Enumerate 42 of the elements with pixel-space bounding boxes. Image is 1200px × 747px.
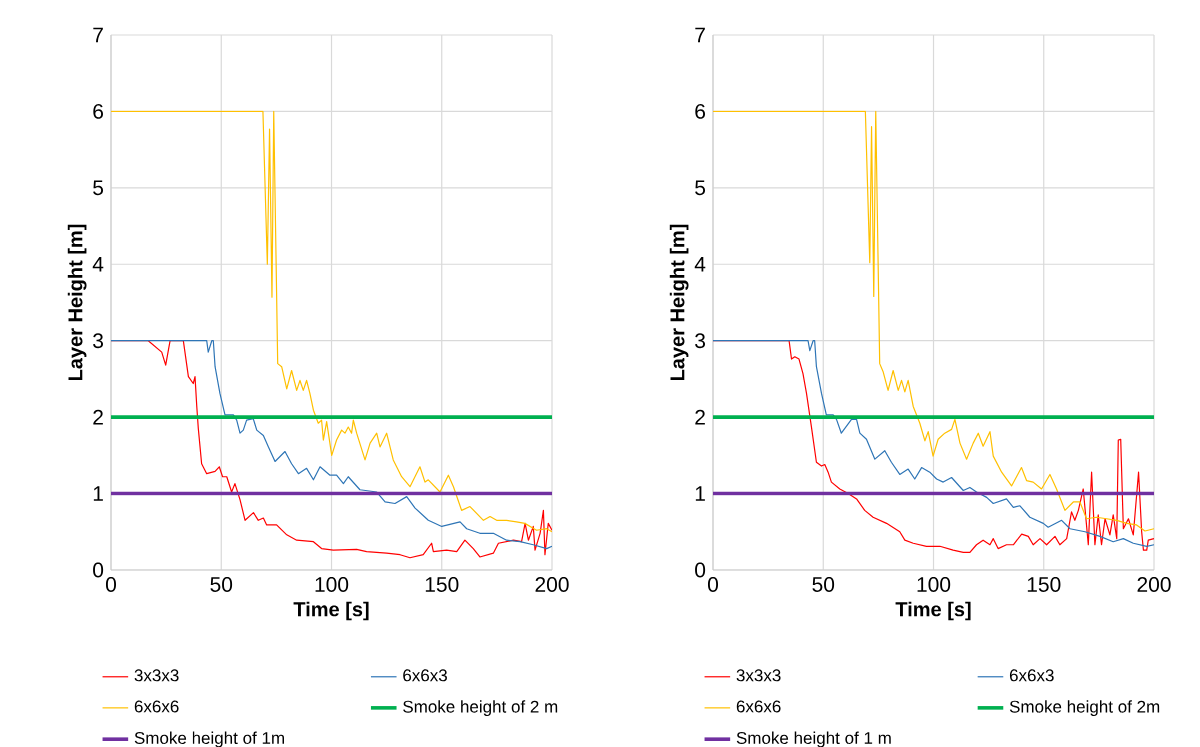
y-axis-title: Layer Height [m] — [669, 224, 689, 381]
y-tick-label: 1 — [695, 486, 705, 501]
y-tick-label: 5 — [93, 180, 104, 196]
legend-label: 3x3x3 — [134, 669, 179, 682]
y-tick-label: 6 — [93, 103, 104, 119]
x-axis-title: Time [s] — [293, 601, 369, 621]
y-tick-label: 7 — [93, 27, 103, 43]
x-tick-label: 200 — [1137, 577, 1171, 592]
y-tick-label: 3 — [695, 333, 706, 349]
x-tick-label: 50 — [210, 577, 233, 592]
legend-label: 6x6x6 — [736, 700, 781, 713]
y-tick-label: 2 — [93, 409, 103, 425]
legend-label: Smoke height of 1 m — [736, 731, 891, 747]
x-tick-label: 0 — [707, 577, 719, 592]
legend-label: 3x3x3 — [736, 669, 781, 682]
x-tick-label: 0 — [105, 577, 117, 592]
x-tick-label: 100 — [917, 577, 951, 592]
x-tick-label: 100 — [315, 577, 349, 592]
y-tick-label: 3 — [93, 333, 104, 349]
legend-label: 6x6x3 — [1009, 669, 1054, 682]
line-series — [111, 110, 553, 533]
legend-label: Smoke height of 1m — [134, 731, 284, 747]
y-tick-label: 0 — [695, 562, 706, 578]
y-tick-label: 0 — [93, 562, 104, 578]
legend-label: Smoke height of 2 m — [403, 700, 558, 717]
legend-label: 6x6x6 — [134, 700, 179, 713]
x-axis-title: Time [s] — [895, 601, 971, 621]
x-tick-label: 150 — [1027, 577, 1061, 592]
y-tick-label: 2 — [695, 409, 705, 425]
y-tick-label: 4 — [694, 257, 706, 272]
y-tick-label: 5 — [695, 180, 706, 196]
x-tick-label: 200 — [535, 577, 569, 592]
x-tick-label: 150 — [425, 577, 459, 592]
y-tick-label: 4 — [92, 257, 104, 272]
y-tick-label: 7 — [695, 27, 705, 43]
line-series — [713, 110, 1155, 532]
y-axis-title: Layer Height [m] — [67, 224, 87, 381]
y-tick-label: 6 — [695, 103, 706, 119]
legend-label: 6x6x3 — [403, 669, 447, 682]
legend-label: Smoke height of 2m — [1009, 700, 1160, 717]
y-tick-label: 1 — [93, 486, 103, 501]
x-tick-label: 50 — [812, 577, 835, 592]
